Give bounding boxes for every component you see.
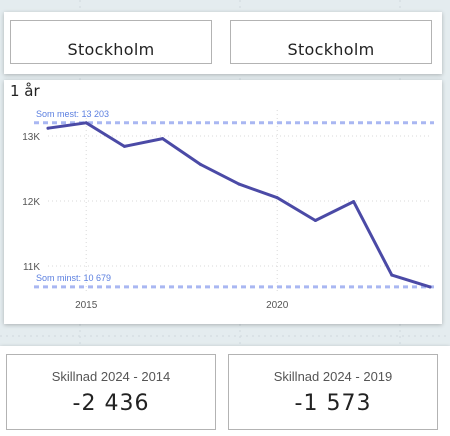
data-point [352,200,356,204]
city-filter-left[interactable]: Stockholm [10,20,212,64]
data-point [390,273,394,277]
data-point [199,163,203,167]
data-point [122,144,126,148]
city-filter-right-value: Stockholm [287,40,375,59]
max-reference-label: Som mest: 13 203 [36,109,109,119]
y-tick-label: 13K [22,132,40,143]
x-tick-label: 2015 [75,300,98,311]
data-point [46,126,50,130]
filter-panel: Stockholm Stockholm [4,12,442,74]
data-point [313,219,317,222]
kpi-card-1-label: Skillnad 2024 - 2014 [51,369,171,384]
chart-title: 1 år [10,82,40,100]
series-line [46,121,432,289]
data-point [428,285,432,289]
kpi-card-2-label: Skillnad 2024 - 2019 [273,369,393,384]
data-point [275,196,279,200]
data-point [84,121,88,125]
kpi-card-2[interactable]: Skillnad 2024 - 2019 -1 573 [228,354,438,430]
city-filter-left-value: Stockholm [67,40,155,59]
kpi-card-2-value: -1 573 [294,391,372,416]
kpi-panel: Skillnad 2024 - 2014 -2 436 Skillnad 202… [0,346,450,436]
y-tick-label: 11K [23,262,40,273]
data-point [237,182,241,186]
y-tick-label: 12K [22,197,40,208]
line-chart[interactable]: 11K 12K 13K 2015 2020 Som mest: 13 203 Som min… [4,80,442,324]
line-chart-panel: 1 år 11K 12K 13K 2015 2020 Som mest: 13 203 So… [4,80,442,324]
data-point [161,137,165,141]
kpi-card-1-value: -2 436 [72,391,150,416]
city-filter-right[interactable]: Stockholm [230,20,432,64]
kpi-card-1[interactable]: Skillnad 2024 - 2014 -2 436 [6,354,216,430]
min-reference-label: Som minst: 10 679 [36,273,111,283]
x-tick-label: 2020 [266,300,289,311]
